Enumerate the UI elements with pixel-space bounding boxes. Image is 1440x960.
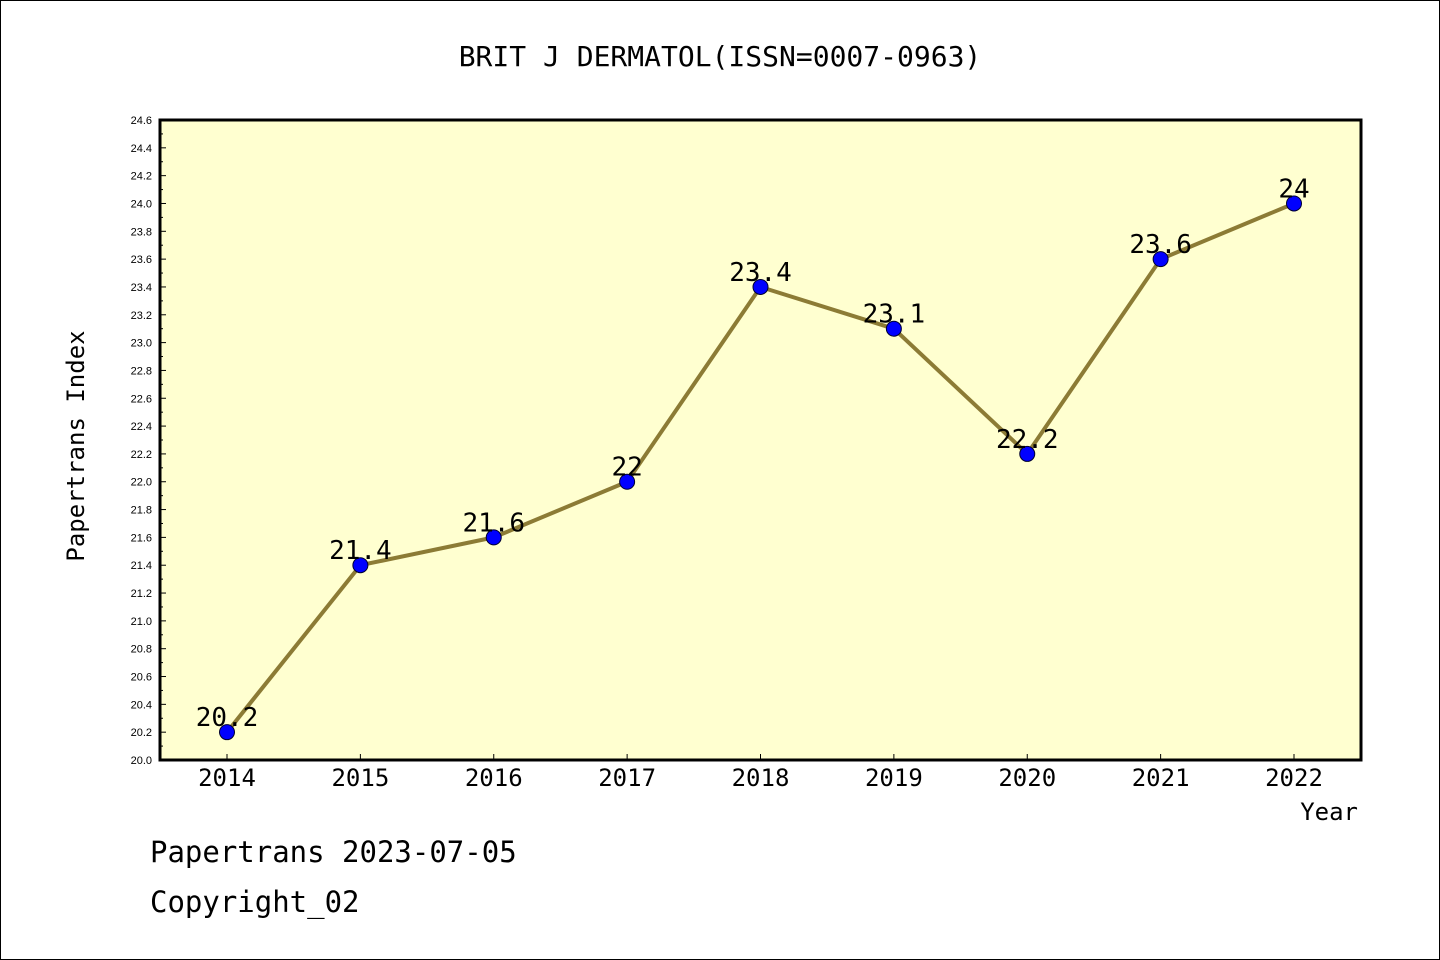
footer-copyright: Copyright_02 bbox=[150, 885, 360, 919]
y-tick-label: 20.6 bbox=[131, 672, 152, 684]
y-axis-label: Papertrans Index bbox=[62, 330, 90, 561]
data-label: 23.4 bbox=[729, 258, 792, 288]
data-label: 22.2 bbox=[996, 425, 1059, 455]
chart-title: BRIT J DERMATOL(ISSN=0007-0963) bbox=[459, 40, 982, 73]
series-group: 20.2 21.4 21.6 22 23.4 23.1 22.2 23.6 24 bbox=[196, 174, 1310, 741]
y-tick-label: 23.2 bbox=[131, 310, 152, 322]
x-tick-label: 2014 bbox=[198, 764, 256, 792]
data-point bbox=[1019, 445, 1036, 462]
data-label: 23.1 bbox=[863, 300, 926, 330]
y-tick-label: 22.0 bbox=[131, 477, 152, 489]
x-axis-label: Year bbox=[1300, 798, 1358, 826]
data-point bbox=[885, 320, 902, 337]
y-tick-label: 23.8 bbox=[131, 226, 152, 238]
y-tick-label: 20.4 bbox=[131, 699, 152, 711]
x-tick-label: 2017 bbox=[598, 764, 656, 792]
x-tick-label: 2015 bbox=[331, 764, 389, 792]
data-point bbox=[619, 473, 636, 490]
y-tick-label: 24.6 bbox=[131, 115, 152, 127]
y-tick-label: 23.0 bbox=[131, 338, 152, 350]
x-tick-label: 2021 bbox=[1132, 764, 1190, 792]
x-axis: 2014 2015 2016 2017 2018 2019 2020 2021 2022 bbox=[198, 754, 1323, 792]
data-point bbox=[485, 529, 502, 546]
y-axis: 20.0 20.2 20.4 20.6 20.8 21.0 21.2 21.4 21.6 21.8… bbox=[131, 115, 166, 767]
y-tick-label: 23.6 bbox=[131, 254, 152, 266]
y-tick-label: 21.2 bbox=[131, 588, 152, 600]
data-point bbox=[1286, 195, 1302, 212]
data-label: 21.4 bbox=[329, 536, 392, 566]
plot-area bbox=[160, 120, 1361, 760]
x-tick-label: 2016 bbox=[465, 764, 523, 792]
y-tick-label: 22.2 bbox=[131, 449, 152, 461]
y-tick-label: 23.4 bbox=[131, 282, 152, 294]
y-tick-label: 21.6 bbox=[131, 532, 152, 544]
data-label: 22 bbox=[611, 453, 642, 483]
x-tick-label: 2022 bbox=[1265, 764, 1323, 792]
y-tick-label: 22.4 bbox=[131, 421, 152, 433]
y-tick-label: 24.4 bbox=[131, 143, 152, 155]
x-tick-label: 2019 bbox=[865, 764, 923, 792]
data-point bbox=[1152, 251, 1169, 268]
x-tick-label: 2018 bbox=[732, 764, 790, 792]
data-label: 21.6 bbox=[462, 508, 525, 538]
x-tick-label: 2020 bbox=[998, 764, 1056, 792]
data-label: 20.2 bbox=[196, 703, 259, 733]
data-label: 24 bbox=[1278, 174, 1309, 204]
data-point bbox=[752, 278, 769, 295]
data-point bbox=[219, 724, 235, 741]
y-tick-label: 21.4 bbox=[131, 560, 152, 572]
y-tick-label: 22.6 bbox=[131, 393, 152, 405]
data-label: 23.6 bbox=[1129, 230, 1192, 260]
y-tick-label: 20.0 bbox=[131, 755, 152, 767]
plot-border bbox=[158, 118, 1363, 762]
y-tick-label: 21.8 bbox=[131, 505, 152, 517]
y-tick-label: 24.2 bbox=[131, 171, 152, 183]
y-tick-label: 21.0 bbox=[131, 616, 152, 628]
data-point bbox=[352, 557, 369, 574]
y-tick-label: 20.8 bbox=[131, 644, 152, 656]
y-tick-label: 22.8 bbox=[131, 365, 152, 377]
y-tick-label: 20.2 bbox=[131, 727, 152, 739]
footer-date: Papertrans 2023-07-05 bbox=[150, 835, 517, 869]
y-tick-label: 24.0 bbox=[131, 198, 152, 210]
